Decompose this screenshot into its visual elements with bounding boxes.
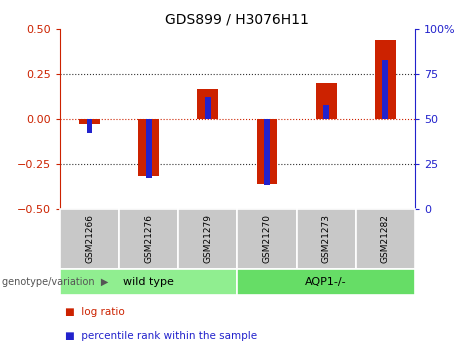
Text: GSM21279: GSM21279 xyxy=(203,214,213,264)
Text: genotype/variation  ▶: genotype/variation ▶ xyxy=(2,277,109,287)
Text: GSM21270: GSM21270 xyxy=(262,214,272,264)
Bar xyxy=(323,105,329,119)
Text: AQP1-/-: AQP1-/- xyxy=(305,277,347,287)
Bar xyxy=(257,119,278,184)
Bar xyxy=(264,119,270,185)
Text: wild type: wild type xyxy=(123,277,174,287)
Text: GSM21282: GSM21282 xyxy=(381,215,390,263)
Bar xyxy=(205,98,211,119)
Bar xyxy=(382,60,388,119)
Text: GSM21266: GSM21266 xyxy=(85,214,94,264)
Bar xyxy=(87,119,93,134)
Bar xyxy=(79,119,100,125)
Text: ■  percentile rank within the sample: ■ percentile rank within the sample xyxy=(65,331,257,341)
Text: GSM21276: GSM21276 xyxy=(144,214,153,264)
Bar xyxy=(146,119,152,178)
Bar xyxy=(197,89,218,119)
Bar xyxy=(138,119,159,176)
Bar xyxy=(316,83,337,119)
Bar xyxy=(375,40,396,119)
Text: GSM21273: GSM21273 xyxy=(322,214,331,264)
Title: GDS899 / H3076H11: GDS899 / H3076H11 xyxy=(165,13,309,27)
Text: ■  log ratio: ■ log ratio xyxy=(65,307,124,317)
